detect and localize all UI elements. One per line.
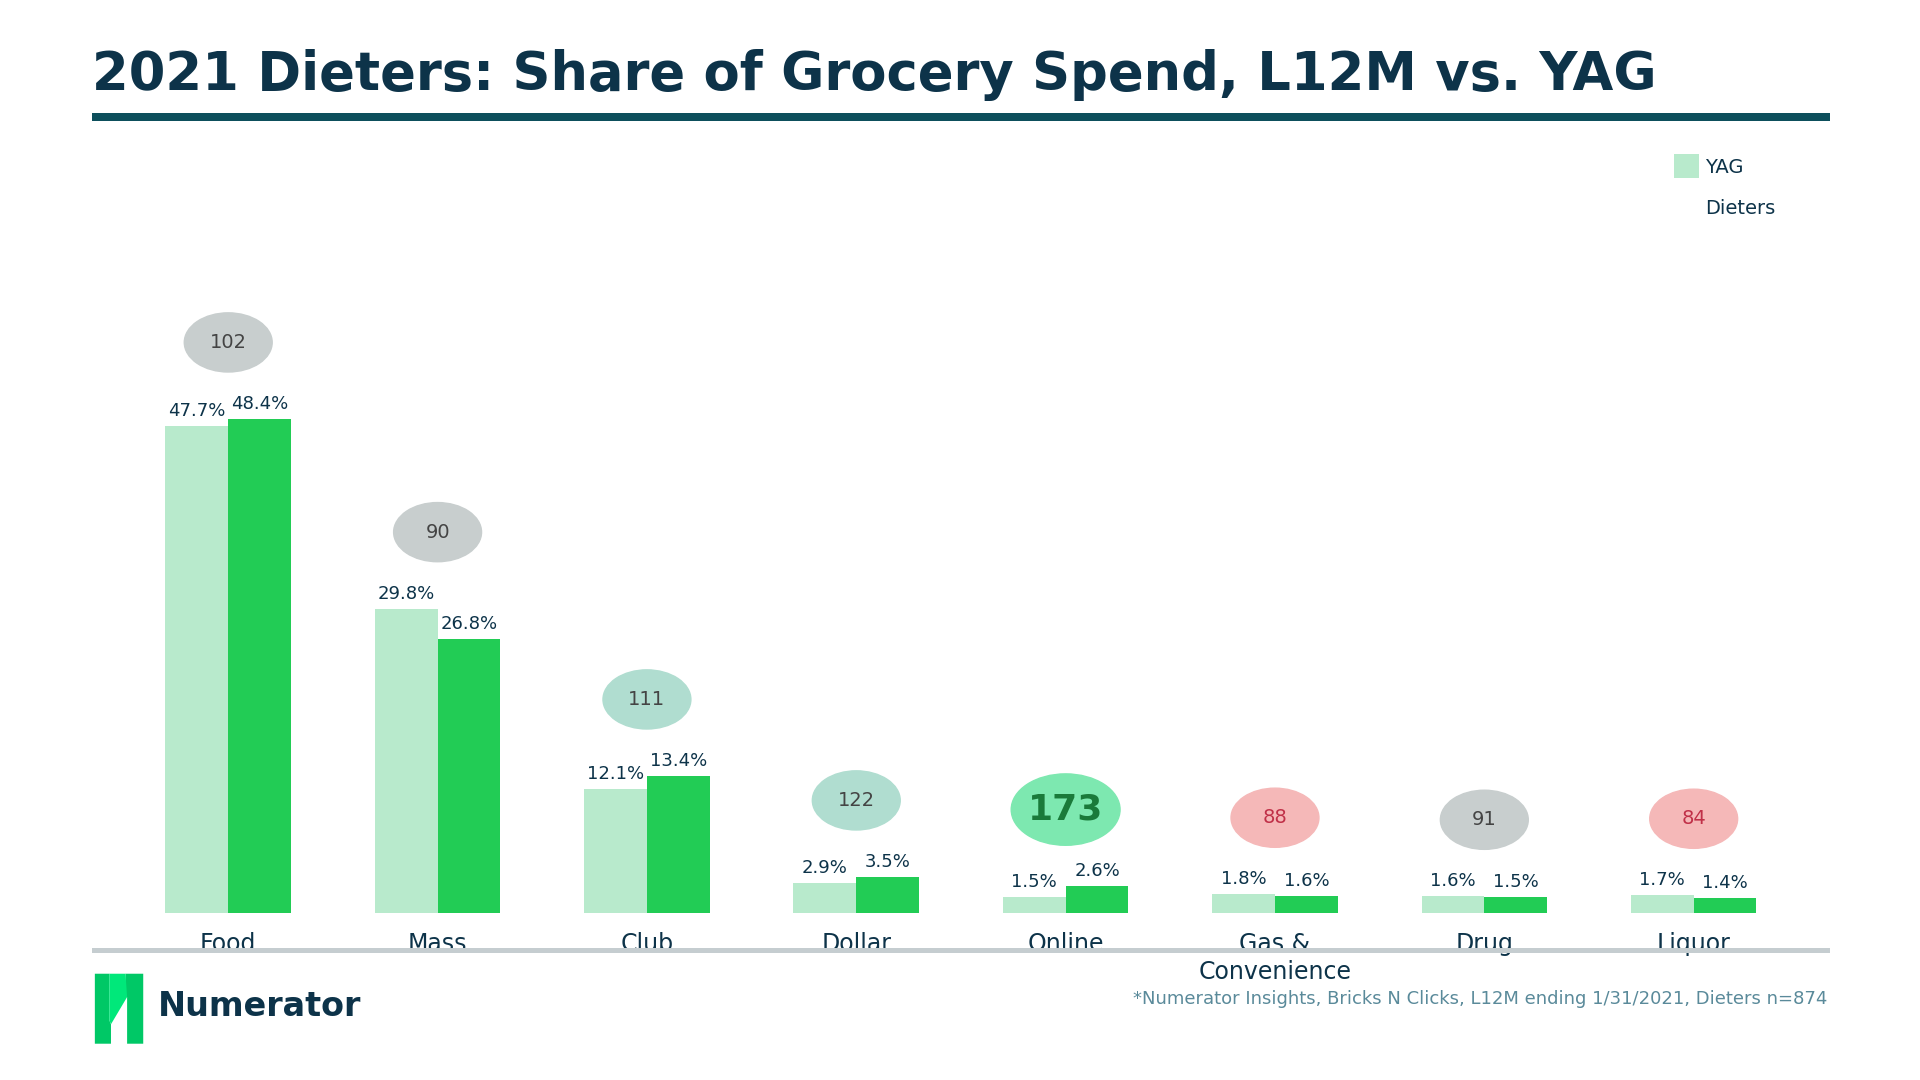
Bar (1212, 894, 1275, 913)
Bar (374, 609, 438, 913)
Bar (856, 877, 920, 913)
Bar (228, 419, 292, 913)
Ellipse shape (1012, 774, 1119, 846)
Text: 84: 84 (1682, 809, 1707, 828)
Bar (1275, 896, 1338, 913)
Text: *Numerator Insights, Bricks N Clicks, L12M ending 1/31/2021, Dieters n=874: *Numerator Insights, Bricks N Clicks, L1… (1133, 990, 1828, 1008)
Ellipse shape (1649, 789, 1738, 849)
Text: 173: 173 (1027, 793, 1104, 826)
Text: 1.6%: 1.6% (1430, 873, 1476, 890)
Text: 111: 111 (628, 690, 666, 708)
Ellipse shape (394, 502, 482, 562)
Ellipse shape (1440, 791, 1528, 849)
Polygon shape (125, 974, 144, 1043)
Bar (438, 639, 501, 913)
Text: 2.9%: 2.9% (803, 859, 849, 877)
Text: 2021 Dieters: Share of Grocery Spend, L12M vs. YAG: 2021 Dieters: Share of Grocery Spend, L1… (92, 49, 1657, 100)
Text: 26.8%: 26.8% (440, 616, 497, 633)
Ellipse shape (1231, 788, 1319, 848)
Text: 1.4%: 1.4% (1703, 874, 1747, 892)
Text: 88: 88 (1263, 808, 1286, 827)
Text: 90: 90 (424, 523, 449, 542)
Bar (1484, 897, 1548, 913)
Text: 29.8%: 29.8% (378, 584, 434, 603)
Text: 91: 91 (1473, 810, 1498, 829)
Bar (1421, 896, 1484, 913)
Bar (1693, 899, 1757, 913)
Text: 102: 102 (209, 333, 248, 352)
Text: Numerator: Numerator (157, 990, 361, 1023)
Bar (1630, 895, 1693, 913)
Text: 47.7%: 47.7% (169, 402, 225, 420)
Text: 1.6%: 1.6% (1284, 873, 1329, 890)
Text: 13.4%: 13.4% (649, 752, 707, 770)
Ellipse shape (812, 771, 900, 829)
Bar (793, 883, 856, 913)
Text: 48.4%: 48.4% (230, 395, 288, 413)
Text: 1.5%: 1.5% (1012, 873, 1058, 891)
Polygon shape (109, 974, 127, 1024)
Text: 12.1%: 12.1% (588, 765, 643, 783)
Ellipse shape (603, 670, 691, 729)
Text: 1.8%: 1.8% (1221, 870, 1267, 888)
Text: YAG: YAG (1705, 158, 1743, 177)
Bar (1066, 886, 1129, 913)
Bar (647, 775, 710, 913)
Polygon shape (94, 974, 111, 1043)
Bar (1002, 897, 1066, 913)
Ellipse shape (184, 313, 273, 372)
Text: 122: 122 (837, 791, 876, 810)
Text: 2.6%: 2.6% (1073, 862, 1119, 880)
Text: 1.7%: 1.7% (1640, 872, 1686, 889)
Text: 1.5%: 1.5% (1494, 873, 1538, 891)
Bar (165, 426, 228, 913)
Text: Dieters: Dieters (1705, 199, 1776, 218)
Text: 3.5%: 3.5% (864, 853, 910, 870)
Bar (584, 789, 647, 913)
